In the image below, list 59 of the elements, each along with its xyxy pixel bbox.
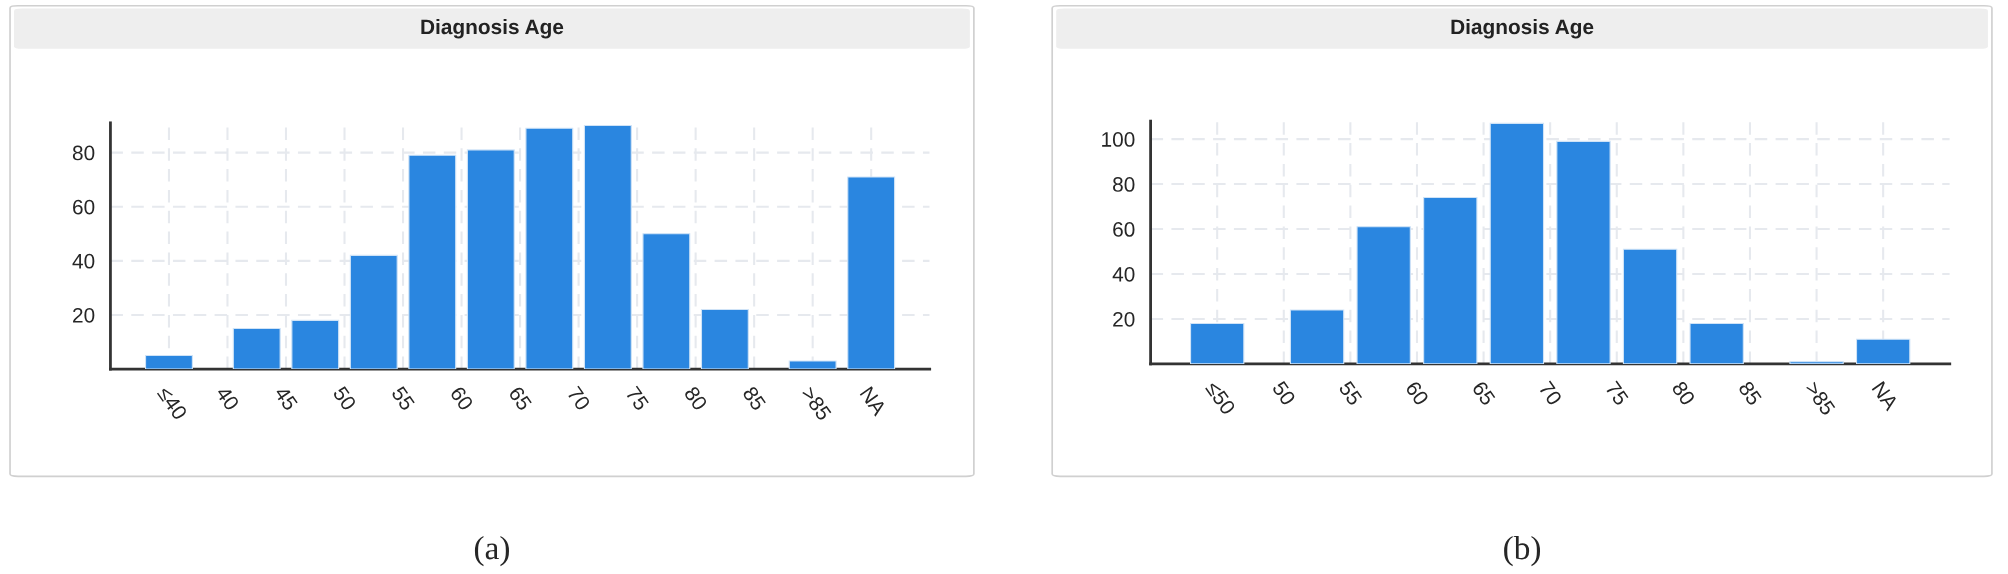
bar xyxy=(408,154,457,370)
x-tick-label: ≤50 xyxy=(1205,380,1237,416)
bar xyxy=(291,319,340,370)
y-tick-label: 60 xyxy=(1113,222,1135,237)
bar xyxy=(788,360,837,370)
y-tick-label: 40 xyxy=(1112,266,1135,282)
x-tick-label: 45 xyxy=(273,385,299,412)
x-tick-label: 65 xyxy=(508,385,533,412)
y-tick-label: 20 xyxy=(73,307,95,323)
text: (a) xyxy=(474,535,509,567)
x-tick-label: 40 xyxy=(215,385,240,412)
y-tick-label: 80 xyxy=(1113,177,1135,192)
x-tick-label: 60 xyxy=(449,385,474,412)
bar xyxy=(700,308,749,370)
y-tick-label: 20 xyxy=(1113,311,1135,327)
bar xyxy=(1556,140,1611,364)
bar xyxy=(1423,196,1478,364)
y-tick-label: 60 xyxy=(73,199,95,215)
y-tick-label: 80 xyxy=(72,145,95,161)
x-tick-label: 65 xyxy=(1471,380,1496,407)
bar xyxy=(144,354,193,370)
x-tick-label: ≤40 xyxy=(156,385,188,421)
bar xyxy=(1289,309,1345,364)
bar xyxy=(642,233,691,370)
x-tick-label: 75 xyxy=(1604,380,1629,407)
bar xyxy=(847,176,896,370)
bar xyxy=(1489,122,1545,364)
x-tick-label: 80 xyxy=(683,385,708,412)
bar xyxy=(1356,226,1411,364)
bar xyxy=(1189,322,1245,364)
chart-title: Diagnosis Age xyxy=(1451,18,1594,39)
x-tick-label: 70 xyxy=(1538,380,1563,407)
x-tick-label: 50 xyxy=(332,385,357,412)
x-tick-label: 75 xyxy=(625,385,650,412)
x-tick-label: 50 xyxy=(1271,380,1297,407)
x-tick-label: >85 xyxy=(1804,380,1836,417)
bar xyxy=(1855,338,1911,364)
x-tick-label: NA xyxy=(1871,381,1900,412)
bar xyxy=(525,127,574,370)
y-tick-label: 40 xyxy=(72,253,95,269)
x-tick-label: 80 xyxy=(1671,380,1696,407)
x-tick-label: 60 xyxy=(1405,380,1430,407)
x-tick-label: 85 xyxy=(742,385,767,412)
bar xyxy=(1789,361,1844,364)
x-tick-label: >85 xyxy=(800,385,832,422)
bar xyxy=(583,124,632,370)
bar xyxy=(1622,248,1678,364)
bar xyxy=(466,149,515,370)
bar xyxy=(1689,322,1744,364)
x-tick-label: 55 xyxy=(390,385,416,412)
x-tick-label: NA xyxy=(859,386,888,417)
x-tick-label: 55 xyxy=(1338,380,1363,407)
chart-title: Diagnosis Age xyxy=(421,18,564,39)
bar xyxy=(232,327,281,370)
y-tick-label: 100 xyxy=(1102,132,1135,147)
bar xyxy=(349,254,398,370)
x-tick-label: 70 xyxy=(566,385,591,412)
text: (b) xyxy=(1504,535,1541,567)
x-tick-label: 85 xyxy=(1737,380,1763,407)
